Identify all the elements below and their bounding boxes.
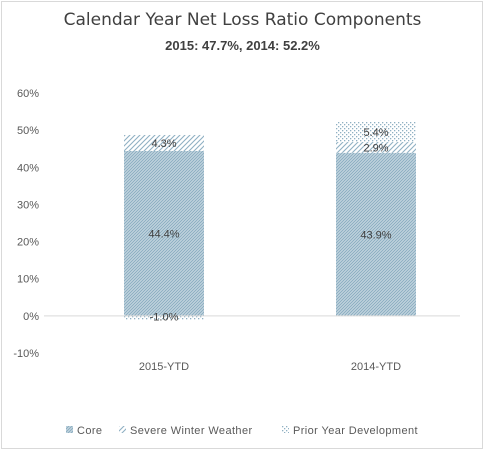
- x-tick-label: 2014-YTD: [351, 361, 401, 373]
- y-tick-label: -10%: [13, 348, 39, 360]
- y-tick-label: 20%: [17, 237, 39, 249]
- y-axis: -10% 0% 10% 20% 30% 40% 50% 60%: [13, 88, 39, 360]
- chart-title: Calendar Year Net Loss Ratio Components: [63, 10, 422, 30]
- data-label: 4.3%: [151, 138, 176, 150]
- y-tick-label: 60%: [17, 88, 39, 100]
- legend-swatch-severe-winter-weather: [119, 426, 126, 433]
- bar-segment-core: [124, 150, 204, 316]
- y-tick-label: 50%: [17, 125, 39, 137]
- legend-swatch-core: [66, 426, 73, 433]
- y-tick-label: 40%: [17, 162, 39, 174]
- y-tick-label: 0%: [23, 311, 39, 323]
- bar-segment-severe-winter-weather: [336, 142, 416, 153]
- data-labels: 44.4% 4.3% -1.0% 43.9% 2.9% 5.4%: [148, 127, 391, 324]
- y-tick-label: 30%: [17, 199, 39, 211]
- data-label: -1.0%: [150, 312, 179, 324]
- legend: Core Severe Winter Weather Prior Year Deve…: [66, 425, 418, 437]
- x-axis: 2015-YTD 2014-YTD: [44, 315, 460, 373]
- legend-label: Severe Winter Weather: [130, 425, 253, 437]
- legend-label: Core: [77, 425, 102, 437]
- legend-swatch-prior-year-development: [282, 426, 289, 433]
- bar-segment-severe-winter-weather: [124, 134, 204, 151]
- bar-segment-core: [336, 152, 416, 316]
- bars: [124, 121, 416, 320]
- data-label: 2.9%: [363, 142, 388, 154]
- data-label: 44.4%: [148, 228, 179, 240]
- bar-segment-prior-year-development: [124, 315, 204, 320]
- data-label: 5.4%: [363, 127, 388, 139]
- x-tick-label: 2015-YTD: [139, 361, 189, 373]
- y-tick-label: 10%: [17, 274, 39, 286]
- data-label: 43.9%: [360, 229, 391, 241]
- legend-label: Prior Year Development: [293, 425, 418, 437]
- bar-segment-prior-year-development: [336, 121, 416, 143]
- chart-subtitle: 2015: 47.7%, 2014: 52.2%: [165, 38, 320, 53]
